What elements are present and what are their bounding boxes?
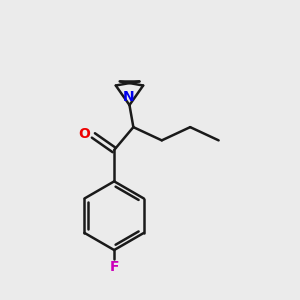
Text: O: O	[78, 127, 90, 141]
Text: F: F	[110, 260, 119, 274]
Text: N: N	[123, 90, 135, 104]
